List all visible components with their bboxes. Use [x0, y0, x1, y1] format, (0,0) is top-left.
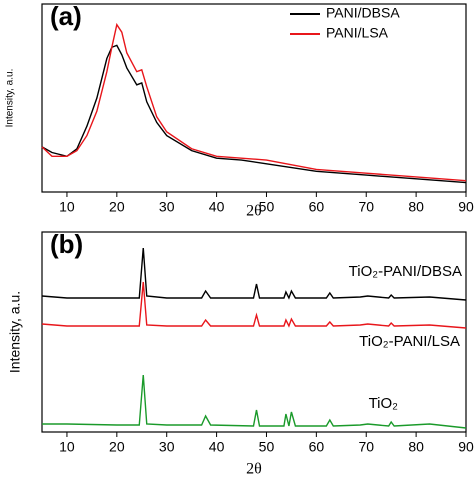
x-tick-label: 30 [159, 199, 175, 215]
series-line [41, 247, 467, 301]
x-tick-label: 40 [209, 439, 225, 455]
y-axis-label: Intensity, a.u. [5, 69, 16, 128]
series-label: TiO₂-PANI/DBSA [349, 263, 462, 280]
x-axis-label: 2θ [246, 203, 262, 220]
x-tick-label: 10 [59, 439, 75, 455]
series-line [41, 44, 467, 184]
series-line [42, 374, 467, 429]
series-label: TiO₂ [369, 395, 399, 412]
y-axis-label: Intensity, a.u. [7, 291, 23, 373]
panel-label: (b) [50, 229, 83, 259]
x-tick-label: 40 [209, 199, 225, 215]
x-tick-label: 80 [408, 199, 424, 215]
series-line [41, 281, 467, 329]
x-tick-label: 50 [259, 199, 275, 215]
x-tick-label: 20 [109, 199, 125, 215]
x-axis-label: 2θ [246, 461, 262, 478]
legend-label: PANI/LSA [326, 25, 389, 41]
series-label: TiO₂-PANI/LSA [359, 333, 460, 350]
plot-frame [41, 3, 467, 193]
legend-label: PANI/DBSA [326, 5, 400, 21]
x-tick-label: 60 [309, 199, 325, 215]
x-tick-label: 80 [408, 439, 424, 455]
panel-label: (a) [50, 1, 82, 31]
x-tick-label: 90 [458, 199, 474, 215]
plot-frame [41, 231, 467, 433]
x-tick-label: 70 [358, 199, 374, 215]
x-tick-label: 90 [458, 439, 474, 455]
x-tick-label: 60 [309, 439, 325, 455]
x-tick-label: 30 [159, 439, 175, 455]
x-tick-label: 70 [358, 439, 374, 455]
x-tick-label: 20 [109, 439, 125, 455]
series-line [41, 22, 467, 182]
x-tick-label: 50 [259, 439, 275, 455]
x-tick-label: 10 [59, 199, 75, 215]
